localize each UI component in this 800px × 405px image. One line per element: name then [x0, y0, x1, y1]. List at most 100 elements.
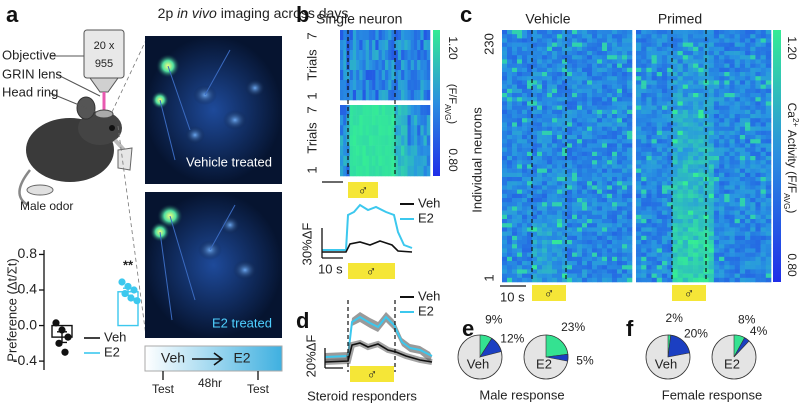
heatmap-cell: [607, 198, 612, 203]
heatmap-cell: [657, 173, 662, 178]
heatmap-cell: [735, 181, 740, 186]
heatmap-cell: [420, 166, 424, 176]
heatmap-cell: [724, 227, 729, 232]
heatmap-cell: [602, 76, 607, 81]
heatmap-cell: [735, 190, 740, 195]
heatmap-cell: [502, 253, 507, 258]
heatmap-cell: [766, 227, 771, 232]
heatmap-cell: [662, 232, 667, 237]
heatmap-cell: [678, 181, 683, 186]
heatmap-cell: [719, 72, 724, 77]
heatmap-cell: [522, 194, 527, 199]
heatmap-cell: [714, 101, 719, 106]
heatmap-cell: [567, 110, 572, 115]
heatmap-cell: [612, 177, 617, 182]
heatmap-cell: [652, 143, 657, 148]
heatmap-cell: [636, 198, 641, 203]
heatmap-cell: [657, 47, 662, 52]
heatmap-cell: [714, 206, 719, 211]
heatmap-cell: [750, 55, 755, 60]
heatmap-cell: [740, 206, 745, 211]
heatmap-cell: [375, 80, 379, 90]
heatmap-cell: [714, 173, 719, 178]
heatmap-cell: [766, 219, 771, 224]
heatmap-cell: [636, 278, 641, 283]
heatmap-cell: [709, 185, 714, 190]
heatmap-cell: [507, 227, 512, 232]
heatmap-cell: [542, 72, 547, 77]
heatmap-cell: [607, 43, 612, 48]
heatmap-cell: [709, 215, 714, 220]
heatmap-cell: [363, 90, 367, 100]
heatmap-cell: [709, 68, 714, 73]
heatmap-cell: [592, 93, 597, 98]
heatmap-cell: [385, 166, 389, 176]
heatmap-cell: [401, 125, 405, 135]
heatmap-cell: [607, 278, 612, 283]
heatmap-cell: [537, 227, 542, 232]
heatmap-cell: [627, 156, 632, 161]
heatmap-cell: [602, 265, 607, 270]
heatmap-cell: [766, 160, 771, 165]
heatmap-cell: [617, 38, 622, 43]
heatmap-cell: [517, 219, 522, 224]
heatmap-cell: [755, 240, 760, 245]
heatmap-cell: [512, 274, 517, 279]
heatmap-cell: [688, 240, 693, 245]
head-ring-label: Head ring: [2, 84, 58, 99]
heatmap-cell: [714, 135, 719, 140]
heatmap-cell: [592, 148, 597, 153]
heatmap-cell: [714, 244, 719, 249]
heatmap-cell: [582, 202, 587, 207]
heatmap-cell: [607, 59, 612, 64]
heatmap-cell: [522, 169, 527, 174]
heatmap-cell: [657, 118, 662, 123]
heatmap-cell: [683, 51, 688, 56]
heatmap-cell: [740, 38, 745, 43]
heatmap-cell: [507, 269, 512, 274]
heatmap-cell: [636, 38, 641, 43]
heatmap-cell: [592, 274, 597, 279]
heatmap-cell: [641, 219, 646, 224]
heatmap-cell: [363, 105, 367, 115]
heatmap-cell: [745, 68, 750, 73]
heatmap-cell: [592, 265, 597, 270]
heatmap-cell: [597, 227, 602, 232]
heatmap-cell: [542, 34, 547, 39]
heatmap-cell: [512, 248, 517, 253]
heatmap-cell: [532, 101, 537, 106]
heatmap-cell: [507, 240, 512, 245]
heatmap-cell: [612, 269, 617, 274]
heatmap-cell: [750, 106, 755, 111]
heatmap-cell: [750, 169, 755, 174]
heatmap-cell: [372, 156, 376, 166]
heatmap-cell: [627, 160, 632, 165]
heatmap-cell: [652, 160, 657, 165]
heatmap-cell: [729, 80, 734, 85]
heatmap-cell: [745, 131, 750, 136]
heatmap-cell: [597, 223, 602, 228]
panel-letter: a: [6, 2, 19, 27]
heatmap-cell: [577, 198, 582, 203]
heatmap-cell: [401, 90, 405, 100]
heatmap-cell: [636, 248, 641, 253]
heatmap-cell: [688, 110, 693, 115]
heatmap-cell: [693, 51, 698, 56]
heatmap-cell: [557, 173, 562, 178]
heatmap-cell: [607, 110, 612, 115]
heatmap-cell: [714, 194, 719, 199]
heatmap-cell: [688, 64, 693, 69]
heatmap-cell: [507, 278, 512, 283]
heatmap-cell: [512, 51, 517, 56]
heatmap-cell: [522, 164, 527, 169]
heatmap-cell: [745, 219, 750, 224]
heatmap-cell: [698, 269, 703, 274]
heatmap-cell: [766, 177, 771, 182]
heatmap-cell: [693, 34, 698, 39]
heatmap-cell: [766, 139, 771, 144]
heatmap-cell: [714, 34, 719, 39]
heatmap-cell: [567, 122, 572, 127]
heatmap-cell: [512, 194, 517, 199]
heatmap-cell: [597, 202, 602, 207]
heatmap-cell: [597, 265, 602, 270]
